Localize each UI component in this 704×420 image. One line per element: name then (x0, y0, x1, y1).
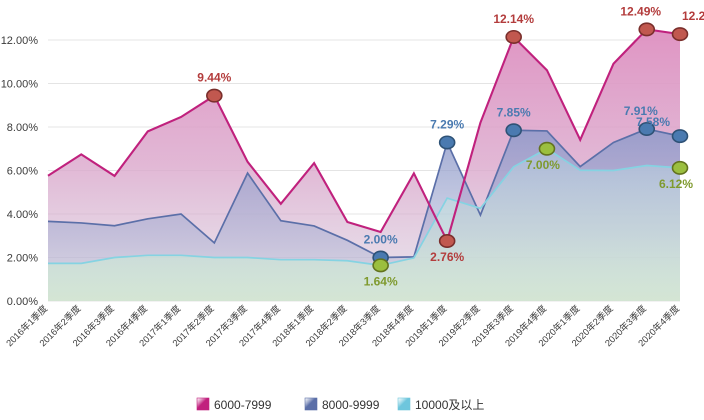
svg-text:10000及以上: 10000及以上 (415, 398, 484, 412)
svg-text:7.00%: 7.00% (526, 158, 560, 172)
svg-text:6.00%: 6.00% (7, 166, 38, 178)
svg-text:2.76%: 2.76% (430, 250, 464, 264)
svg-text:0.00%: 0.00% (7, 296, 38, 308)
svg-text:9.44%: 9.44% (197, 71, 231, 85)
svg-text:6000-7999: 6000-7999 (214, 398, 272, 412)
svg-text:12.49%: 12.49% (620, 4, 661, 18)
svg-text:2.00%: 2.00% (7, 253, 38, 265)
svg-text:2.00%: 2.00% (364, 233, 398, 247)
svg-text:7.29%: 7.29% (430, 117, 464, 131)
svg-text:12.14%: 12.14% (493, 12, 534, 26)
svg-text:6.12%: 6.12% (659, 177, 693, 191)
svg-text:12.00%: 12.00% (1, 35, 39, 47)
svg-text:4.00%: 4.00% (7, 209, 38, 221)
svg-text:7.58%: 7.58% (636, 115, 670, 129)
svg-text:10.00%: 10.00% (1, 79, 39, 91)
svg-text:1.64%: 1.64% (364, 274, 398, 288)
svg-text:7.85%: 7.85% (497, 105, 531, 119)
svg-text:12.27%: 12.27% (682, 9, 704, 23)
svg-text:8000-9999: 8000-9999 (322, 398, 380, 412)
svg-text:8.00%: 8.00% (7, 122, 38, 134)
